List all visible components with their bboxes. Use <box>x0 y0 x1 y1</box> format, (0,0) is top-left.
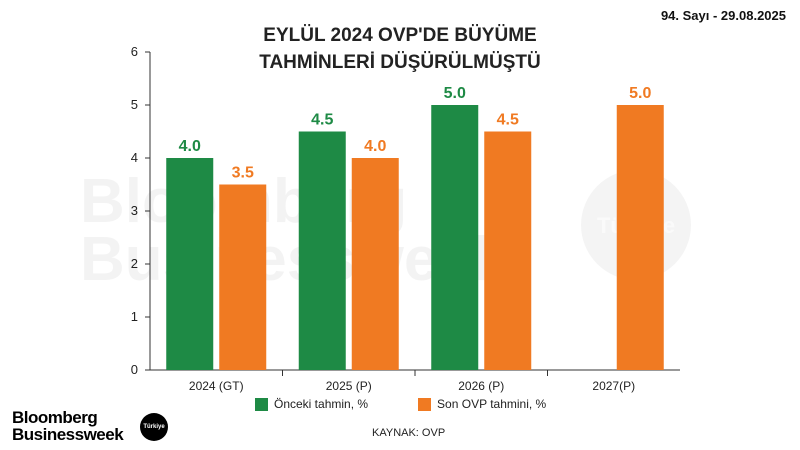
x-tick-label: 2025 (P) <box>326 379 372 393</box>
data-label: 3.5 <box>232 165 254 182</box>
bar-latest <box>351 158 399 370</box>
y-tick-label: 1 <box>131 309 138 324</box>
bar-previous <box>166 158 214 370</box>
y-tick-label: 6 <box>131 44 138 59</box>
x-tick-label: 2026 (P) <box>458 379 504 393</box>
legend-label-latest: Son OVP tahmini, % <box>437 397 547 411</box>
legend-swatch-latest <box>418 397 432 411</box>
y-tick-label: 2 <box>131 256 138 271</box>
legend-label-previous: Önceki tahmin, % <box>274 397 369 411</box>
data-label: 4.5 <box>311 112 333 129</box>
legend-item-previous: Önceki tahmin, % <box>255 397 368 411</box>
source-note: KAYNAK: OVP <box>372 427 446 439</box>
legend: Önceki tahmin, % Son OVP tahmini, % <box>255 397 546 411</box>
legend-swatch-previous <box>255 397 268 411</box>
data-label: 4.5 <box>497 112 519 129</box>
bar-previous <box>298 131 346 370</box>
bar-latest <box>616 105 664 370</box>
issue-date: 94. Sayı - 29.08.2025 <box>660 8 786 23</box>
bar-previous <box>431 105 479 370</box>
data-label: 5.0 <box>629 85 651 102</box>
data-labels: 4.0 3.5 4.5 4.0 5.0 4.5 5.0 <box>179 85 652 182</box>
data-label: 4.0 <box>179 138 201 155</box>
x-tick-label: 2024 (GT) <box>189 379 244 393</box>
y-tick-label: 5 <box>131 97 138 112</box>
chart-title-line-2: TAHMİNLERİ DÜŞÜRÜLMÜŞTÜ <box>259 52 541 73</box>
legend-item-latest: Son OVP tahmini, % <box>418 397 546 411</box>
bloomberg-businessweek-logo: Bloomberg Businessweek <box>12 408 124 444</box>
axes: 0 1 2 3 4 5 6 2024 (GT) 2025 (P) 2026 (P) 2027(P) <box>131 44 680 393</box>
logo-line-1: Bloomberg <box>12 408 98 427</box>
turkiye-badge: Türkiye <box>140 413 168 441</box>
bars <box>166 105 664 370</box>
y-tick-label: 3 <box>131 203 138 218</box>
bar-latest <box>484 131 532 370</box>
bar-latest <box>219 184 267 370</box>
y-tick-label: 0 <box>131 362 138 377</box>
data-label: 4.0 <box>364 138 386 155</box>
logo-line-2: Businessweek <box>12 425 124 444</box>
x-tick-label: 2027(P) <box>592 379 635 393</box>
data-label: 5.0 <box>444 85 466 102</box>
y-tick-label: 4 <box>131 150 138 165</box>
chart-title-line-1: EYLÜL 2024 OVP'DE BÜYÜME <box>263 25 537 46</box>
chart-title: EYLÜL 2024 OVP'DE BÜYÜME TAHMİNLERİ DÜŞÜ… <box>150 22 650 76</box>
